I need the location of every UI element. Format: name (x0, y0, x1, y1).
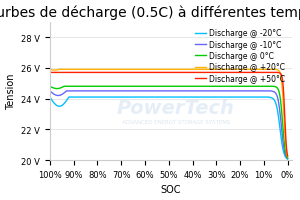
Line: Discharge @ -10°C: Discharge @ -10°C (50, 91, 288, 159)
Discharge @ -10°C (177, 90, 180, 93)
Discharge @ +50°C (243, 72, 247, 74)
Discharge @ -10°C (190, 90, 193, 93)
Discharge @ 0°C (177, 86, 180, 88)
Discharge @ +50°C (177, 72, 180, 74)
Line: Discharge @ -20°C: Discharge @ -20°C (50, 98, 288, 159)
Discharge @ 0°C (243, 86, 247, 88)
Discharge @ -10°C (161, 90, 165, 93)
Discharge @ 0°C (286, 157, 290, 159)
Discharge @ -20°C (48, 96, 52, 99)
Text: PowerTech: PowerTech (117, 99, 235, 117)
Discharge @ +50°C (48, 72, 52, 74)
Discharge @ +20°C (190, 69, 193, 71)
Discharge @ -10°C (280, 131, 284, 133)
Discharge @ -10°C (243, 90, 247, 93)
Y-axis label: Tension: Tension (6, 73, 16, 110)
Discharge @ +20°C (280, 84, 284, 86)
Discharge @ +20°C (162, 69, 166, 71)
Discharge @ 0°C (161, 86, 165, 88)
Discharge @ -20°C (286, 158, 290, 160)
Legend: Discharge @ -20°C, Discharge @ -10°C, Discharge @ 0°C, Discharge @ +20°C, Discha: Discharge @ -20°C, Discharge @ -10°C, Di… (192, 26, 289, 86)
Discharge @ -10°C (48, 90, 52, 93)
Discharge @ -20°C (190, 96, 193, 99)
Discharge @ +20°C (48, 69, 52, 71)
Discharge @ -20°C (280, 142, 284, 145)
Line: Discharge @ +20°C: Discharge @ +20°C (50, 70, 288, 157)
Discharge @ +50°C (286, 155, 290, 157)
Text: ADVANCED ENERGY STORAGE SYSTEMS: ADVANCED ENERGY STORAGE SYSTEMS (122, 119, 230, 124)
Discharge @ -20°C (243, 96, 247, 99)
Discharge @ +20°C (286, 156, 290, 158)
Discharge @ -20°C (161, 96, 165, 99)
Discharge @ -20°C (177, 96, 180, 99)
X-axis label: SOC: SOC (161, 185, 182, 194)
Title: Courbes de décharge (0.5C) à différentes températures: Courbes de décharge (0.5C) à différentes… (0, 6, 300, 20)
Line: Discharge @ 0°C: Discharge @ 0°C (50, 87, 288, 158)
Discharge @ +20°C (243, 69, 247, 71)
Discharge @ -20°C (162, 96, 166, 99)
Discharge @ 0°C (280, 113, 284, 116)
Discharge @ -10°C (286, 158, 290, 160)
Discharge @ +20°C (177, 69, 180, 71)
Discharge @ +50°C (162, 72, 166, 74)
Discharge @ 0°C (162, 86, 166, 88)
Line: Discharge @ +50°C: Discharge @ +50°C (50, 73, 288, 156)
Discharge @ -10°C (162, 90, 166, 93)
Discharge @ +50°C (280, 76, 284, 78)
Discharge @ +20°C (161, 69, 165, 71)
Discharge @ +50°C (190, 72, 193, 74)
Discharge @ 0°C (48, 86, 52, 88)
Discharge @ +50°C (161, 72, 165, 74)
Discharge @ 0°C (190, 86, 193, 88)
